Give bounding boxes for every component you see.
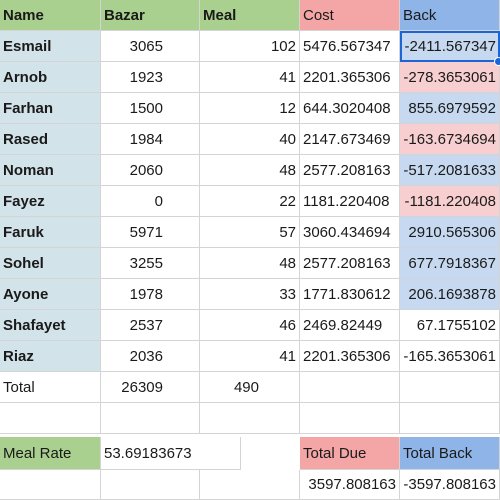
meal-cell[interactable]: 48: [200, 248, 300, 279]
back-cell-selected[interactable]: -2411.567347: [400, 31, 500, 62]
meal-cell[interactable]: 102: [200, 31, 300, 62]
back-cell[interactable]: 677.7918367: [400, 248, 500, 279]
total-due-value[interactable]: 3597.808163: [300, 470, 400, 500]
header-back[interactable]: Back: [400, 0, 500, 31]
bazar-cell[interactable]: 1500: [101, 93, 200, 124]
name-cell[interactable]: Ayone: [0, 279, 101, 310]
empty-cell[interactable]: [200, 470, 300, 500]
table-row: Faruk 5971 57 3060.434694 2910.565306: [0, 217, 500, 248]
header-bazar[interactable]: Bazar: [101, 0, 200, 31]
cost-cell[interactable]: 2201.365306: [300, 341, 400, 372]
total-row: Total 26309 490: [0, 372, 500, 403]
name-cell[interactable]: Arnob: [0, 62, 101, 93]
table-row: Arnob 1923 41 2201.365306 -278.3653061: [0, 62, 500, 93]
cost-cell[interactable]: 2469.82449: [300, 310, 400, 341]
bazar-cell[interactable]: 2537: [101, 310, 200, 341]
back-cell[interactable]: 206.1693878: [400, 279, 500, 310]
total-meal[interactable]: 490: [200, 372, 300, 403]
name-cell[interactable]: Sohel: [0, 248, 101, 279]
table-row: Ayone 1978 33 1771.830612 206.1693878: [0, 279, 500, 310]
meal-rate-label[interactable]: Meal Rate: [0, 437, 101, 470]
header-row: Name Bazar Meal Cost Back: [0, 0, 500, 31]
table-row: Farhan 1500 12 644.3020408 855.6979592: [0, 93, 500, 124]
table-row: Sohel 3255 48 2577.208163 677.7918367: [0, 248, 500, 279]
header-cost[interactable]: Cost: [300, 0, 400, 31]
name-cell[interactable]: Rased: [0, 124, 101, 155]
meal-cell[interactable]: 41: [200, 62, 300, 93]
meal-cell[interactable]: 46: [200, 310, 300, 341]
cost-cell[interactable]: 644.3020408: [300, 93, 400, 124]
cost-cell[interactable]: 2147.673469: [300, 124, 400, 155]
bazar-cell[interactable]: 3255: [101, 248, 200, 279]
empty-cell[interactable]: [300, 372, 400, 403]
cost-cell[interactable]: 3060.434694: [300, 217, 400, 248]
table-row: Rased 1984 40 2147.673469 -163.6734694: [0, 124, 500, 155]
back-cell[interactable]: -165.3653061: [400, 341, 500, 372]
bazar-cell[interactable]: 5971: [101, 217, 200, 248]
cost-cell[interactable]: 2577.208163: [300, 248, 400, 279]
empty-cell[interactable]: [400, 403, 500, 434]
back-cell[interactable]: -163.6734694: [400, 124, 500, 155]
total-due-label[interactable]: Total Due: [300, 437, 400, 470]
cost-cell[interactable]: 2201.365306: [300, 62, 400, 93]
meal-cell[interactable]: 48: [200, 155, 300, 186]
empty-cell[interactable]: [101, 470, 200, 500]
name-cell[interactable]: Shafayet: [0, 310, 101, 341]
bazar-cell[interactable]: 0: [101, 186, 200, 217]
table-row: Esmail 3065 102 5476.567347 -2411.567347: [0, 31, 500, 62]
name-cell[interactable]: Riaz: [0, 341, 101, 372]
table-row: Riaz 2036 41 2201.365306 -165.3653061: [0, 341, 500, 372]
cost-cell[interactable]: 1181.220408: [300, 186, 400, 217]
bazar-cell[interactable]: 1984: [101, 124, 200, 155]
empty-cell[interactable]: [200, 403, 300, 434]
bazar-cell[interactable]: 2036: [101, 341, 200, 372]
fill-handle[interactable]: [494, 57, 500, 66]
back-cell[interactable]: 855.6979592: [400, 93, 500, 124]
bazar-cell[interactable]: 2060: [101, 155, 200, 186]
meal-rate-value[interactable]: 53.69183673: [101, 437, 241, 470]
name-cell[interactable]: Farhan: [0, 93, 101, 124]
back-cell[interactable]: 67.1755102: [400, 310, 500, 341]
back-cell[interactable]: -278.3653061: [400, 62, 500, 93]
table-row: Noman 2060 48 2577.208163 -517.2081633: [0, 155, 500, 186]
back-cell[interactable]: -517.2081633: [400, 155, 500, 186]
cost-cell[interactable]: 5476.567347: [300, 31, 400, 62]
total-bazar[interactable]: 26309: [101, 372, 200, 403]
total-label[interactable]: Total: [0, 372, 101, 403]
empty-cell[interactable]: [400, 372, 500, 403]
empty-cell[interactable]: [101, 403, 200, 434]
meal-cell[interactable]: 41: [200, 341, 300, 372]
table-row: Fayez 0 22 1181.220408 -1181.220408: [0, 186, 500, 217]
name-cell[interactable]: Faruk: [0, 217, 101, 248]
meal-cell[interactable]: 22: [200, 186, 300, 217]
name-cell[interactable]: Esmail: [0, 31, 101, 62]
summary-values-row: 3597.808163 -3597.808163: [0, 470, 500, 500]
total-back-value[interactable]: -3597.808163: [400, 470, 500, 500]
table-row: Shafayet 2537 46 2469.82449 67.1755102: [0, 310, 500, 341]
meal-cell[interactable]: 12: [200, 93, 300, 124]
bazar-cell[interactable]: 3065: [101, 31, 200, 62]
cost-cell[interactable]: 2577.208163: [300, 155, 400, 186]
summary-row: Meal Rate 53.69183673 Total Due Total Ba…: [0, 437, 500, 470]
meal-cell[interactable]: 57: [200, 217, 300, 248]
back-cell[interactable]: 2910.565306: [400, 217, 500, 248]
bazar-cell[interactable]: 1923: [101, 62, 200, 93]
total-back-label[interactable]: Total Back: [400, 437, 500, 470]
bazar-cell[interactable]: 1978: [101, 279, 200, 310]
meal-cell[interactable]: 33: [200, 279, 300, 310]
empty-row: [0, 403, 500, 434]
meal-cell[interactable]: 40: [200, 124, 300, 155]
empty-cell[interactable]: [0, 403, 101, 434]
empty-cell[interactable]: [300, 403, 400, 434]
name-cell[interactable]: Noman: [0, 155, 101, 186]
header-meal[interactable]: Meal: [200, 0, 300, 31]
cost-cell[interactable]: 1771.830612: [300, 279, 400, 310]
name-cell[interactable]: Fayez: [0, 186, 101, 217]
empty-cell[interactable]: [0, 470, 101, 500]
back-cell[interactable]: -1181.220408: [400, 186, 500, 217]
header-name[interactable]: Name: [0, 0, 101, 31]
